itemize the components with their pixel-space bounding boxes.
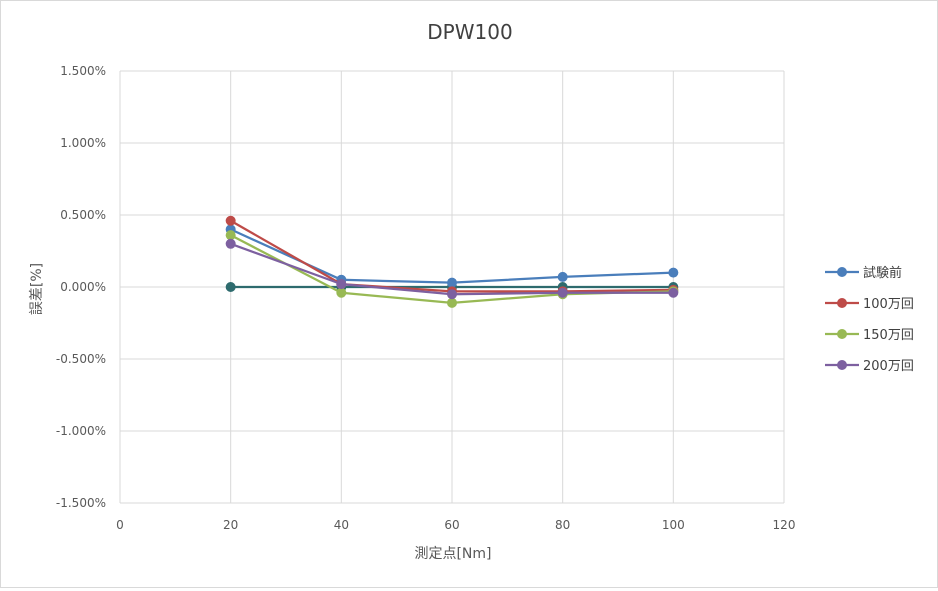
legend-label: 150万回 [863, 328, 914, 343]
x-tick-label: 40 [334, 518, 349, 532]
series-4-point [668, 287, 679, 298]
series-1-point [557, 271, 568, 282]
series-1-point [668, 267, 679, 278]
series-4-point [336, 279, 347, 290]
series-4-point [225, 238, 236, 249]
legend-item: 200万回 [825, 359, 914, 374]
y-tick-label: 1.500% [60, 64, 106, 78]
zero-baseline-point [225, 282, 236, 292]
legend-swatch-marker [837, 360, 847, 370]
legend-item: 試験前 [825, 265, 902, 281]
x-axis-title: 測定点[Nm] [414, 546, 491, 562]
series-2-point [225, 215, 236, 226]
series-4-point [447, 289, 457, 300]
legend-swatch-marker [837, 267, 847, 277]
series-3-point [225, 230, 236, 241]
legend-label: 200万回 [863, 359, 914, 374]
x-tick-label: 60 [444, 518, 459, 532]
x-tick-label: 120 [773, 518, 796, 532]
series-1-point [447, 277, 457, 288]
legend-item: 100万回 [825, 297, 914, 312]
x-tick-label: 0 [116, 518, 124, 532]
x-tick-label: 100 [662, 518, 685, 532]
y-tick-label: 1.000% [60, 136, 106, 150]
x-tick-label: 80 [555, 518, 570, 532]
axes: 1.500% 1.000% 0.500% 0.000% -0.500% -1.000% -1… [56, 64, 796, 532]
series-3-point [336, 287, 347, 298]
x-tick-label: 20 [223, 518, 238, 532]
series-lines [225, 215, 679, 308]
legend-swatch-marker [837, 298, 847, 308]
y-tick-label: 0.500% [60, 208, 106, 222]
y-tick-label: 0.000% [60, 280, 106, 294]
series-3-point [447, 297, 457, 308]
y-tick-label: -1.500% [56, 496, 106, 510]
chart-title: DPW100 [427, 20, 512, 44]
legend: 試験前 100万回 150万回 200万回 [825, 265, 914, 374]
legend-swatch-marker [837, 329, 847, 339]
y-tick-label: -1.000% [56, 424, 106, 438]
legend-label: 試験前 [863, 265, 902, 281]
legend-item: 150万回 [825, 328, 914, 343]
legend-label: 100万回 [863, 297, 914, 312]
y-tick-label: -0.500% [56, 352, 106, 366]
series-4-point [557, 287, 568, 298]
y-axis-title: 誤差[%] [29, 263, 45, 315]
